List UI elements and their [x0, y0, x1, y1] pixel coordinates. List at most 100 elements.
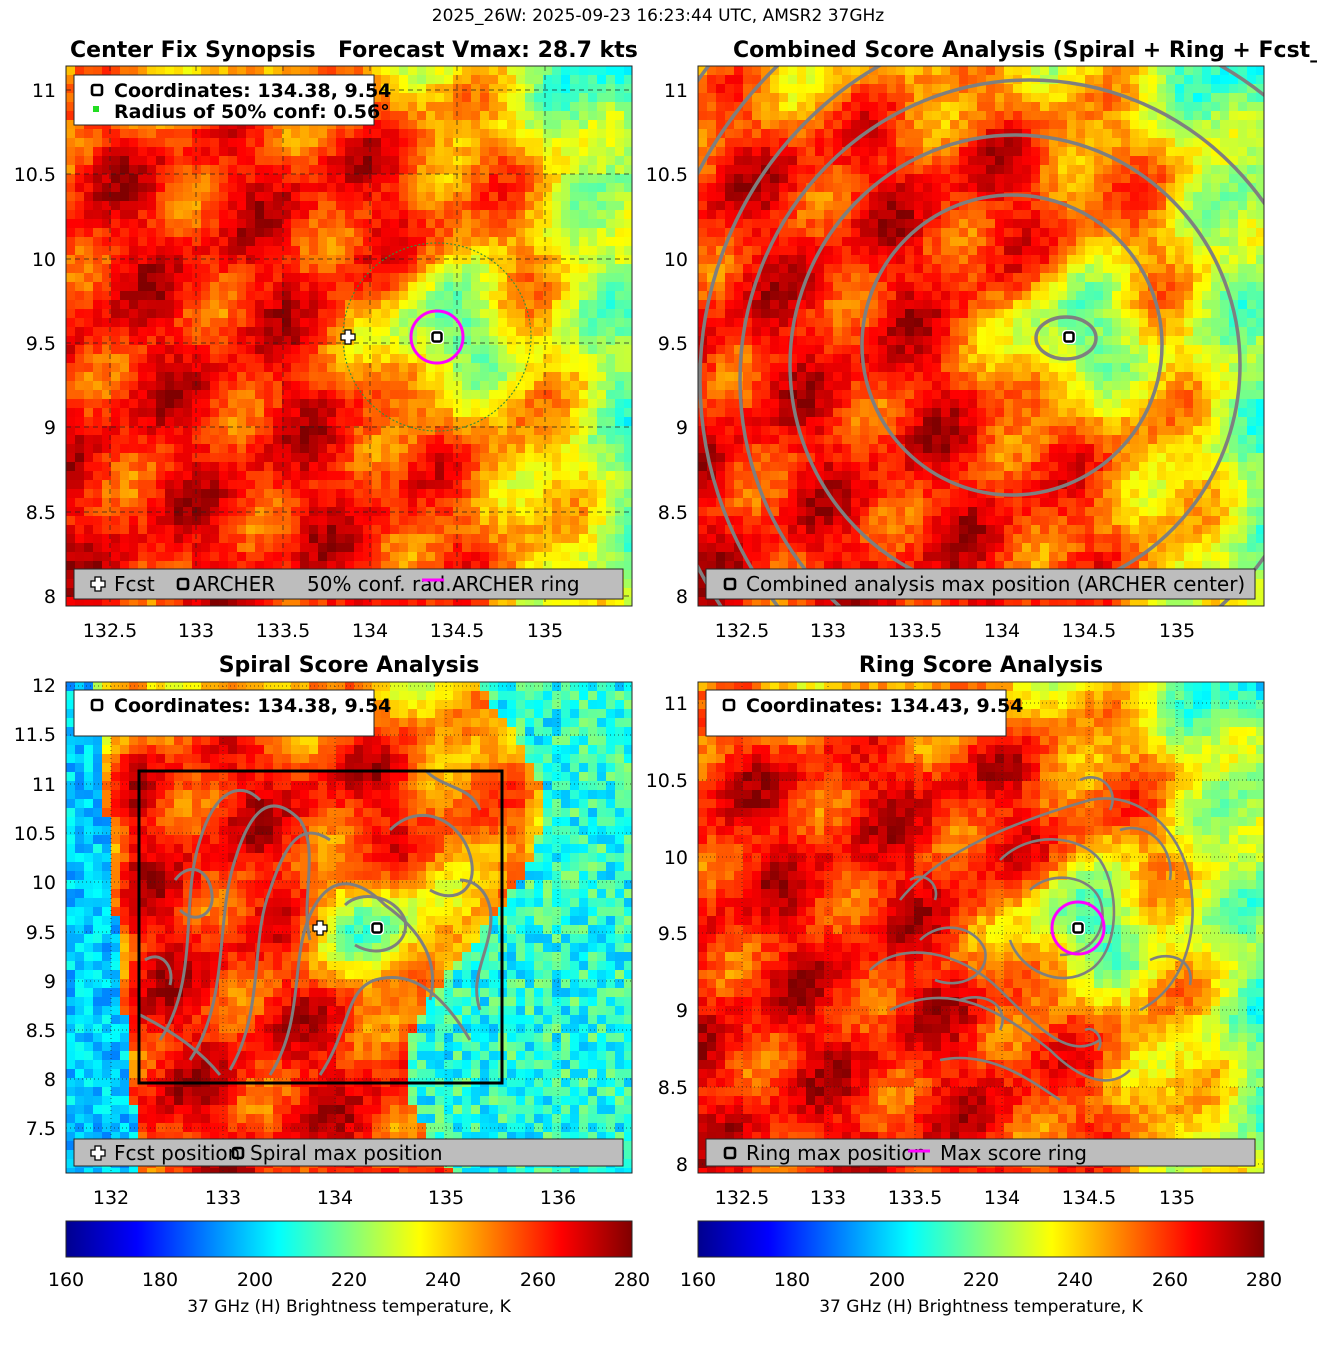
panel3-legend: [73, 1138, 624, 1167]
spiral-contour: [423, 768, 482, 811]
square-marker-icon: [231, 1146, 245, 1160]
panel1-coordinates: Coordinates: 134.38, 9.54: [114, 80, 391, 102]
ring-contour: [889, 996, 1131, 1082]
panel-center-fix: Center Fix Synopsis Forecast Vmax: 28.7 …: [14, 38, 638, 642]
legend-conf-rad: 50% conf. rad.: [307, 572, 452, 596]
ytick: 11: [32, 774, 56, 796]
ytick: 11.5: [14, 724, 56, 746]
search-box: [137, 769, 504, 1085]
max-score-ring: [1050, 900, 1106, 956]
ytick: 10: [32, 249, 56, 271]
ring-contour: [898, 797, 1194, 1012]
spiral-contour: [173, 867, 214, 919]
ytick: 9.5: [658, 923, 688, 945]
cbar-tick: 220: [963, 1269, 999, 1291]
panel-spiral: Spiral Score Analysis: [14, 653, 633, 1209]
colorbar-left: 160 180 200 220 240 260 280 37 GHz (H) B…: [48, 1220, 650, 1317]
ytick: 11: [664, 693, 688, 715]
xtick: 135: [527, 620, 563, 642]
ring-contour: [1079, 776, 1114, 811]
ytick: 11: [664, 80, 688, 102]
spiral-contour: [388, 813, 474, 898]
panel1-vmax: Forecast Vmax: 28.7 kts: [338, 38, 638, 63]
ytick: 9.5: [658, 333, 688, 355]
ring-contour: [939, 1056, 1061, 1102]
spiral-contour: [343, 895, 407, 953]
xtick: 134.5: [1062, 1187, 1116, 1209]
archer-ring: [409, 309, 465, 365]
fcst-marker: [340, 329, 356, 345]
panel1-tick-labels: 132.5 133 133.5 134 134.5 135 11 10.5 10…: [14, 80, 563, 642]
panel2-axes: [697, 65, 1265, 607]
xtick: 133: [178, 620, 214, 642]
spiral-contour: [318, 976, 472, 1076]
cbar-tick: 200: [237, 1269, 273, 1291]
panel2-legend: [705, 568, 1256, 600]
ytick: 9: [676, 417, 688, 439]
figure-suptitle: 2025_26W: 2025-09-23 16:23:44 UTC, AMSR2…: [432, 6, 885, 26]
spiral-contour: [158, 789, 262, 1041]
confidence-circle: [342, 242, 532, 432]
xtick: 136: [540, 1187, 576, 1209]
panel3-axes: [65, 681, 633, 1174]
square-marker-icon: [90, 698, 104, 712]
panel2-tick-labels: 132.5 133 133.5 134 134.5 135 11 10.5 10…: [646, 80, 1195, 642]
xtick: 134: [984, 620, 1020, 642]
legend-combined-max: Combined analysis max position (ARCHER c…: [746, 572, 1245, 596]
panel3-title: Spiral Score Analysis: [219, 653, 480, 678]
cbar-tick: 280: [1246, 1269, 1282, 1291]
square-marker-icon: [723, 577, 737, 591]
colorbar-gradient: [65, 1220, 633, 1258]
ytick: 10: [664, 847, 688, 869]
xtick: 133.5: [888, 620, 942, 642]
xtick: 135: [1159, 620, 1195, 642]
colorbar-label: 37 GHz (H) Brightness temperature, K: [819, 1297, 1143, 1317]
combined-max-marker: [1062, 330, 1076, 344]
panel1-title: Center Fix Synopsis: [70, 38, 316, 63]
spiral-contour: [459, 878, 493, 1011]
panel4-title: Ring Score Analysis: [859, 653, 1103, 678]
ytick: 9.5: [26, 922, 56, 944]
xtick: 133.5: [256, 620, 310, 642]
panel1-info-box: [73, 74, 375, 126]
ytick: 8.5: [658, 502, 688, 524]
xtick: 133: [810, 620, 846, 642]
colorbar-right: 160 180 200 220 240 260 280 37 GHz (H) B…: [680, 1220, 1282, 1317]
xtick: 134.5: [430, 620, 484, 642]
legend-ring-max: Ring max position: [746, 1141, 926, 1165]
colorbar-label: 37 GHz (H) Brightness temperature, K: [187, 1297, 511, 1317]
ytick: 7.5: [26, 1118, 56, 1140]
ytick: 9: [676, 1000, 688, 1022]
ring-contour: [919, 926, 987, 985]
ring-contour: [1119, 826, 1172, 881]
panel3-contours: [139, 768, 493, 1076]
ytick: 8: [676, 586, 688, 608]
panel3-heatmap: [66, 682, 632, 1173]
cbar-tick: 240: [425, 1269, 461, 1291]
ring-contour: [959, 996, 1004, 1031]
ytick: 11: [32, 80, 56, 102]
legend-archer-ring: ARCHER ring: [452, 572, 580, 596]
legend-fcst-position: Fcst position: [114, 1141, 240, 1165]
ring-contour: [909, 875, 938, 901]
xtick: 134: [317, 1187, 353, 1209]
panel4-info-box: [705, 689, 1007, 737]
cbar-tick: 260: [520, 1269, 556, 1291]
xtick: 133.5: [888, 1187, 942, 1209]
score-contour: [1034, 315, 1098, 361]
xtick: 134: [984, 1187, 1020, 1209]
cbar-tick: 160: [680, 1269, 716, 1291]
fcst-position-marker: [312, 920, 328, 936]
spiral-max-marker: [370, 921, 384, 935]
panel4-axes: [697, 681, 1265, 1174]
xtick: 132.5: [715, 620, 769, 642]
cbar-tick: 180: [142, 1269, 178, 1291]
green-dot-icon: [93, 106, 99, 112]
ytick: 10.5: [14, 823, 56, 845]
ring-contour: [1029, 876, 1104, 957]
ring-max-marker: [1071, 921, 1085, 935]
panel-combined: Combined Score Analysis (Spiral + Ring +…: [646, 38, 1317, 642]
spiral-contour: [139, 1013, 222, 1076]
square-marker-icon: [722, 698, 736, 712]
panel1-legend: [73, 568, 624, 600]
